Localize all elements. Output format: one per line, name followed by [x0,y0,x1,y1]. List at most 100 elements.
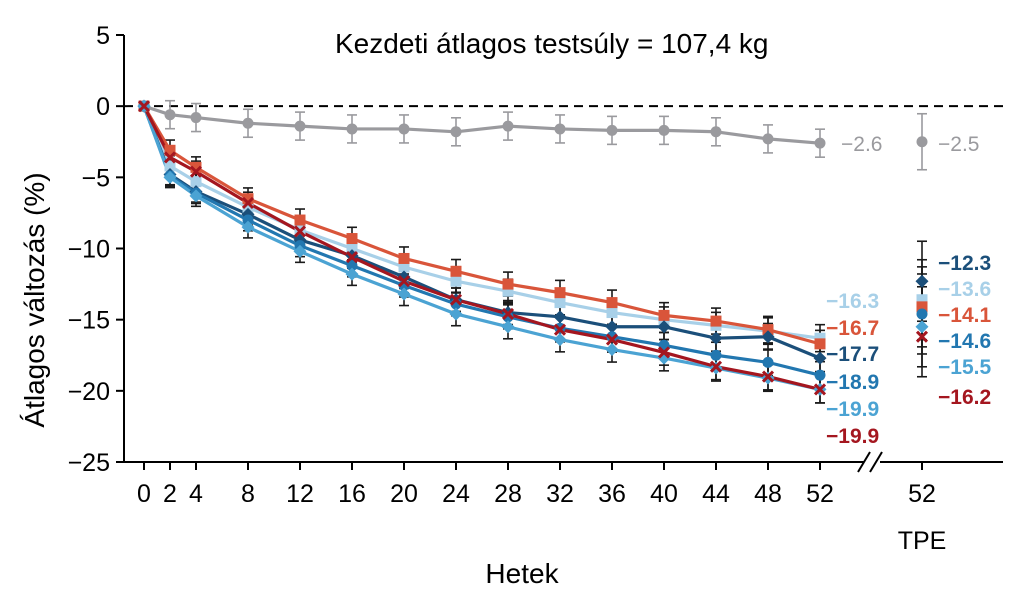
data-point [915,274,929,288]
data-point [709,360,723,373]
data-point [345,250,359,264]
data-point [398,123,410,135]
data-point [346,260,358,272]
x-tick-label: 2 [163,480,177,508]
data-point [293,244,307,258]
data-point [657,320,671,334]
data-point [164,109,176,121]
data-point [814,369,826,381]
x-tick-label: 36 [598,480,626,508]
data-point [605,343,619,357]
data-point [606,331,618,343]
data-point [450,265,462,277]
tpe-value-label: −15.5 [938,356,991,379]
data-point [710,349,722,361]
data-point [658,124,670,136]
data-point [710,126,722,138]
data-point [554,297,566,309]
data-point [709,331,723,345]
data-point [606,124,618,136]
end-value-label: −18.9 [826,371,879,394]
data-point [397,270,411,284]
data-point [814,332,826,344]
data-point [606,307,618,319]
end-value-label: −16.7 [826,317,879,340]
data-point [294,214,306,226]
data-point [554,287,566,299]
x-tick-label: 4 [189,480,203,508]
data-point [346,233,358,245]
series-line [142,105,821,391]
end-value-label: −2.6 [841,133,882,156]
x-tick-label: 0 [137,480,151,508]
data-point [501,307,515,321]
data-point [762,324,774,336]
data-point [398,252,410,264]
data-point [241,196,255,210]
data-point [813,351,827,365]
end-value-label: −19.9 [826,398,879,421]
data-point [916,294,928,306]
data-point [397,287,411,301]
y-tick-label: −10 [68,236,110,264]
data-point [657,346,671,359]
axis-break-mark [857,451,871,473]
data-point [605,333,619,346]
data-point [190,176,202,188]
data-point [242,117,254,129]
x-tick-label: 40 [650,480,678,508]
data-point [553,323,567,336]
x-tick-label: 52 [806,480,834,508]
end-value-label: −16.3 [826,290,879,313]
data-point [450,275,462,287]
x-tick-label: 20 [390,480,418,508]
x-tick-label: 32 [546,480,574,508]
data-point [658,309,670,321]
tpe-label: TPE [898,527,947,555]
data-point [189,165,203,178]
data-point [294,120,306,132]
data-point [761,330,775,344]
tpe-value-label: −13.6 [938,278,991,301]
x-tick-label: 12 [286,480,314,508]
data-point [502,311,514,323]
x-tick-label: 28 [494,480,522,508]
data-point [761,370,775,383]
data-point [553,310,567,324]
y-tick-label: 0 [96,93,110,121]
data-point [242,201,254,213]
data-point [163,151,177,164]
data-point [916,308,928,320]
data-point [813,383,827,396]
data-point [137,100,151,113]
data-point [916,301,928,313]
data-point [450,126,462,138]
x-tick-label: 16 [338,480,366,508]
data-point [814,137,826,149]
data-point [605,320,619,334]
data-point [242,193,254,205]
chart-title: Kezdeti átlagos testsúly = 107,4 kg [335,28,769,59]
data-point [501,320,515,334]
data-point [762,356,774,368]
data-point [242,214,254,226]
data-point [814,338,826,350]
tpe-value-label: −12.3 [938,252,991,275]
data-point [346,123,358,135]
data-point [398,261,410,273]
y-tick-label: −5 [81,164,110,192]
data-point [762,133,774,145]
data-point [502,285,514,297]
tpe-value-label: −2.5 [938,133,979,156]
y-axis-label: Átlagos változás (%) [19,172,50,427]
y-tick-label: 5 [96,22,110,50]
x-tick-label-tpe: 52 [908,480,936,508]
x-tick-label: 44 [702,480,730,508]
data-point [397,275,411,288]
series-line [142,105,821,391]
data-point [345,267,359,281]
data-point [710,315,722,327]
x-tick-label: 8 [241,480,255,508]
end-value-label: −17.7 [826,343,879,366]
